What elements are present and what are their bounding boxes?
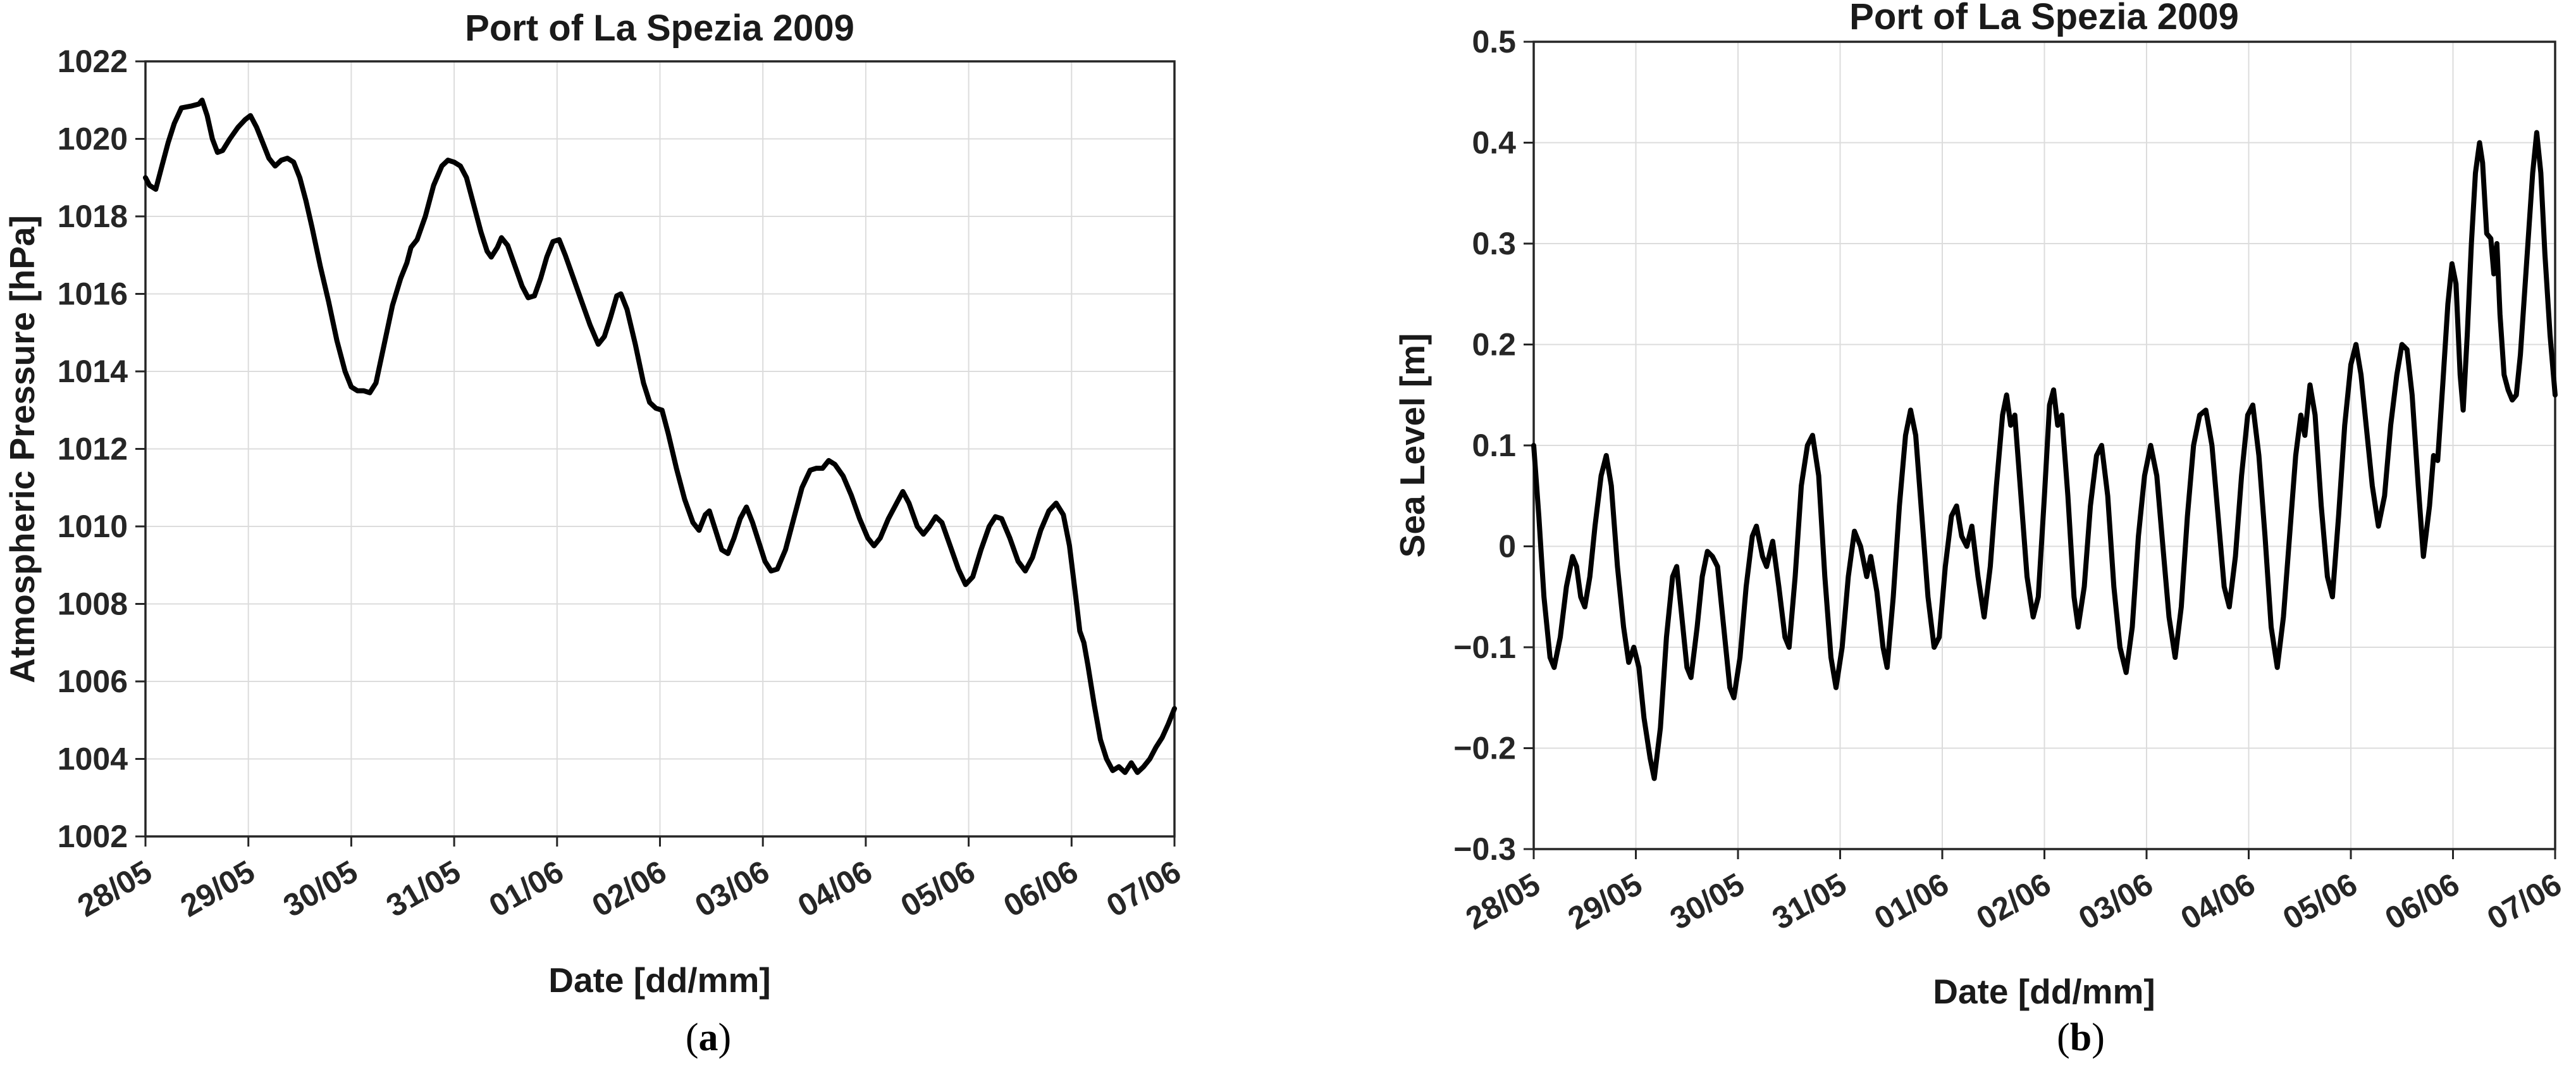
chart-b-title: Port of La Spezia 2009 [1849,0,2239,37]
y-tick-label: 1004 [58,742,128,777]
chart-b-xlabel: Date [dd/mm] [1933,972,2155,1011]
y-tick-label: 1002 [58,819,128,854]
panel-b-letter: b [2070,1016,2092,1059]
panel-a-paren-open: ( [686,1016,699,1059]
y-tick-label: −0.1 [1453,630,1516,665]
y-tick-label: 0.1 [1472,428,1516,463]
y-tick-label: 0.3 [1472,226,1516,261]
panel-a-paren-close: ) [718,1016,732,1059]
x-tick-label: 29/05 [1562,866,1648,936]
y-tick-label: 1022 [58,44,128,79]
panel-a-label: (a) [686,1016,731,1059]
x-tick-label: 30/05 [278,854,364,924]
x-tick-label: 31/05 [380,854,466,924]
y-tick-label: −0.2 [1453,731,1516,766]
y-tick-label: 1018 [58,199,128,234]
x-tick-label: 06/06 [2379,866,2465,936]
panel-a-letter: a [699,1016,718,1059]
axes-frame [144,60,1176,838]
x-tick-label: 28/05 [71,854,157,924]
y-tick-label: −0.3 [1453,831,1516,867]
x-tick-label: 02/06 [1971,866,2057,936]
atmospheric-pressure-series-line [143,97,1177,775]
x-tick-label: 06/06 [997,854,1083,924]
x-tick-label: 03/06 [689,854,775,924]
y-tick-label: 0 [1498,529,1516,564]
chart-b-sea-level: 28/05 29/05 30/05 31/05 01/06 02/06 03/06 04/06… [1453,24,2567,936]
y-tick-label: 0.5 [1472,24,1516,59]
sea-level-series-line [1531,130,2558,781]
x-tick-label: 05/06 [895,854,981,924]
y-tick-label: 1014 [58,354,128,389]
x-tick-label: 04/06 [792,854,878,924]
x-tick-label: 01/06 [1868,866,1954,936]
y-tick-label: 1020 [58,121,128,157]
chart-a-title: Port of La Spezia 2009 [465,8,854,49]
x-tick-label: 04/06 [2175,866,2261,936]
x-tick-label: 31/05 [1766,866,1852,936]
x-tick-label: 07/06 [2481,866,2567,936]
x-tick-label: 03/06 [2073,866,2159,936]
panel-b-paren-close: ) [2092,1016,2105,1059]
chart-a-pressure: 28/05 29/05 30/05 31/05 01/06 02/06 03/06 04/06… [58,44,1187,924]
y-tick-label: 0.4 [1472,125,1516,161]
chart-b-ylabel: Sea Level [m] [1393,333,1432,558]
y-tick-label: 1010 [58,509,128,544]
chart-a-ylabel: Atmospheric Pressure [hPa] [3,215,42,683]
x-tick-label: 02/06 [586,854,672,924]
x-tick-label: 01/06 [483,854,569,924]
panel-b-label: (b) [2057,1016,2105,1059]
x-tick-label: 05/06 [2277,866,2363,936]
x-tick-label: 29/05 [175,854,261,924]
x-tick-label: 07/06 [1100,854,1186,924]
y-tick-label: 1016 [58,276,128,312]
chart-a-xlabel: Date [dd/mm] [548,960,770,1000]
x-tick-label: 30/05 [1664,866,1750,936]
panel-b-paren-open: ( [2057,1016,2070,1059]
x-tick-label: 28/05 [1460,866,1546,936]
y-tick-label: 1012 [58,432,128,467]
y-tick-label: 1008 [58,587,128,622]
y-tick-label: 0.2 [1472,327,1516,363]
y-tick-label: 1006 [58,664,128,699]
